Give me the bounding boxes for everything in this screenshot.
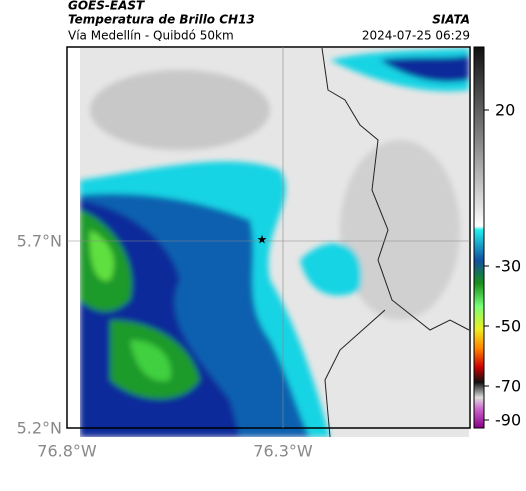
lat-label: 5.7°N bbox=[17, 232, 62, 251]
lon-label: 76.8°W bbox=[37, 442, 97, 461]
colorbar-tick-label: -90 bbox=[495, 411, 521, 430]
title: GOES-EAST bbox=[68, 0, 145, 13]
colorbar-tick-label: -70 bbox=[495, 377, 521, 396]
colorbar bbox=[473, 46, 485, 429]
colorbar-tick-label: -50 bbox=[495, 317, 521, 336]
location: Vía Medellín - Quibdó 50km bbox=[68, 29, 234, 43]
subtitle: Temperatura de Brillo CH13 bbox=[68, 13, 255, 27]
lon-label: 76.3°W bbox=[253, 442, 313, 461]
location-marker: ★ bbox=[257, 233, 268, 247]
colorbar-tick-label: -30 bbox=[495, 257, 521, 276]
map-frame bbox=[66, 46, 471, 429]
colorbar-ticks: 20 -30 -50 -70 -90 bbox=[484, 101, 521, 430]
colorbar-tick-label: 20 bbox=[495, 101, 515, 120]
satellite-image bbox=[80, 48, 469, 437]
datetime: 2024-07-25 06:29 bbox=[362, 29, 470, 43]
source: SIATA bbox=[432, 13, 470, 27]
lat-label: 5.2°N bbox=[17, 419, 62, 438]
